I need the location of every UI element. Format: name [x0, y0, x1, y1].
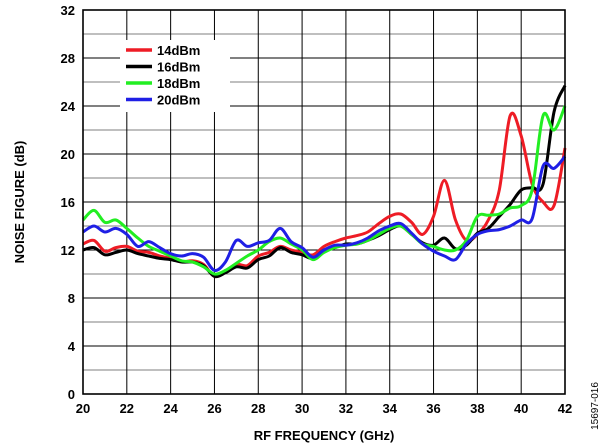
legend-label: 18dBm — [157, 76, 200, 91]
series-lines — [81, 84, 567, 279]
y-tick-label: 12 — [61, 243, 75, 258]
y-tick-label: 16 — [61, 195, 75, 210]
series-line-18dBm — [81, 105, 567, 276]
x-tick-label: 38 — [470, 401, 484, 416]
x-tick-label: 42 — [558, 401, 572, 416]
x-tick-label: 20 — [76, 401, 90, 416]
x-tick-label: 36 — [426, 401, 440, 416]
x-tick-label: 26 — [207, 401, 221, 416]
series-line-20dBm — [82, 155, 567, 272]
legend-label: 14dBm — [157, 43, 200, 58]
y-tick-labels: 0 4 8 12 16 20 24 28 32 — [61, 3, 76, 402]
y-axis-title: NOISE FIGURE (dB) — [12, 141, 27, 264]
y-tick-label: 0 — [68, 387, 75, 402]
x-tick-labels: 20 22 24 26 28 30 32 34 36 38 40 42 — [76, 401, 572, 416]
x-tick-label: 22 — [120, 401, 134, 416]
y-tick-label: 28 — [61, 51, 75, 66]
x-tick-label: 32 — [339, 401, 353, 416]
plot-frame — [82, 9, 566, 395]
x-tick-label: 28 — [251, 401, 265, 416]
y-tick-label: 24 — [61, 99, 76, 114]
x-tick-label: 24 — [163, 401, 178, 416]
y-tick-label: 8 — [68, 291, 75, 306]
legend-label: 20dBm — [157, 93, 200, 108]
y-tick-label: 20 — [61, 147, 75, 162]
x-tick-label: 30 — [295, 401, 309, 416]
x-tick-label: 34 — [382, 401, 397, 416]
x-axis-title: RF FREQUENCY (GHz) — [254, 428, 395, 443]
series-line-14dBm — [82, 111, 567, 279]
y-tick-label: 32 — [61, 3, 75, 18]
x-tick-label: 40 — [514, 401, 528, 416]
figure-id: 15697-016 — [590, 382, 601, 430]
y-tick-label: 4 — [68, 339, 76, 354]
legend-label: 16dBm — [157, 60, 200, 75]
